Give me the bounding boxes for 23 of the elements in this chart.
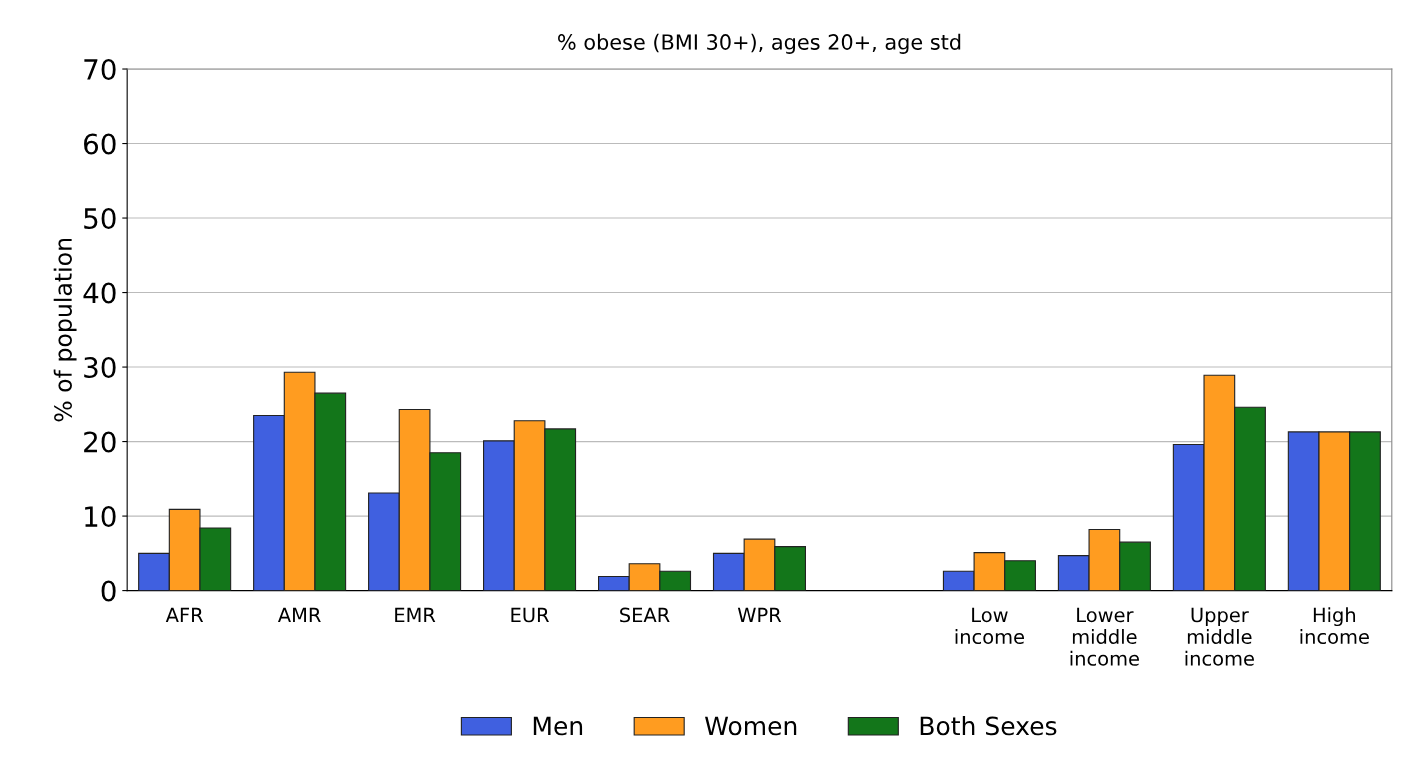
x-tick-label: EUR bbox=[511, 607, 550, 623]
y-tick-label: 20 bbox=[84, 431, 116, 453]
chart-title: % obese (BMI 30+), ages 20+, age std bbox=[558, 33, 961, 54]
y-tick-label: 60 bbox=[84, 133, 116, 155]
x-tick-label: High income bbox=[1300, 607, 1369, 645]
y-tick-label: 70 bbox=[84, 58, 116, 80]
y-tick-label: 30 bbox=[84, 357, 116, 379]
x-tick-label: Upper middle income bbox=[1185, 607, 1254, 666]
y-tick-label: 40 bbox=[83, 282, 116, 304]
y-tick-label: 10 bbox=[85, 506, 116, 528]
x-tick-label: AMR bbox=[277, 607, 321, 623]
x-tick-label: SEAR bbox=[620, 607, 670, 623]
x-tick-label: Low income bbox=[955, 607, 1024, 645]
legend-label: Men bbox=[533, 716, 583, 736]
x-tick-label: EMR bbox=[395, 607, 436, 623]
x-tick-label: WPR bbox=[737, 607, 782, 623]
y-axis-title: % of population bbox=[53, 238, 77, 422]
y-tick-label: 50 bbox=[84, 207, 116, 229]
legend-label: Both Sexes bbox=[920, 716, 1057, 736]
x-tick-label: AFR bbox=[165, 607, 204, 623]
x-tick-label: Lower middle income bbox=[1070, 607, 1139, 666]
legend-label: Women bbox=[705, 716, 797, 736]
y-tick-label: 0 bbox=[101, 580, 116, 602]
